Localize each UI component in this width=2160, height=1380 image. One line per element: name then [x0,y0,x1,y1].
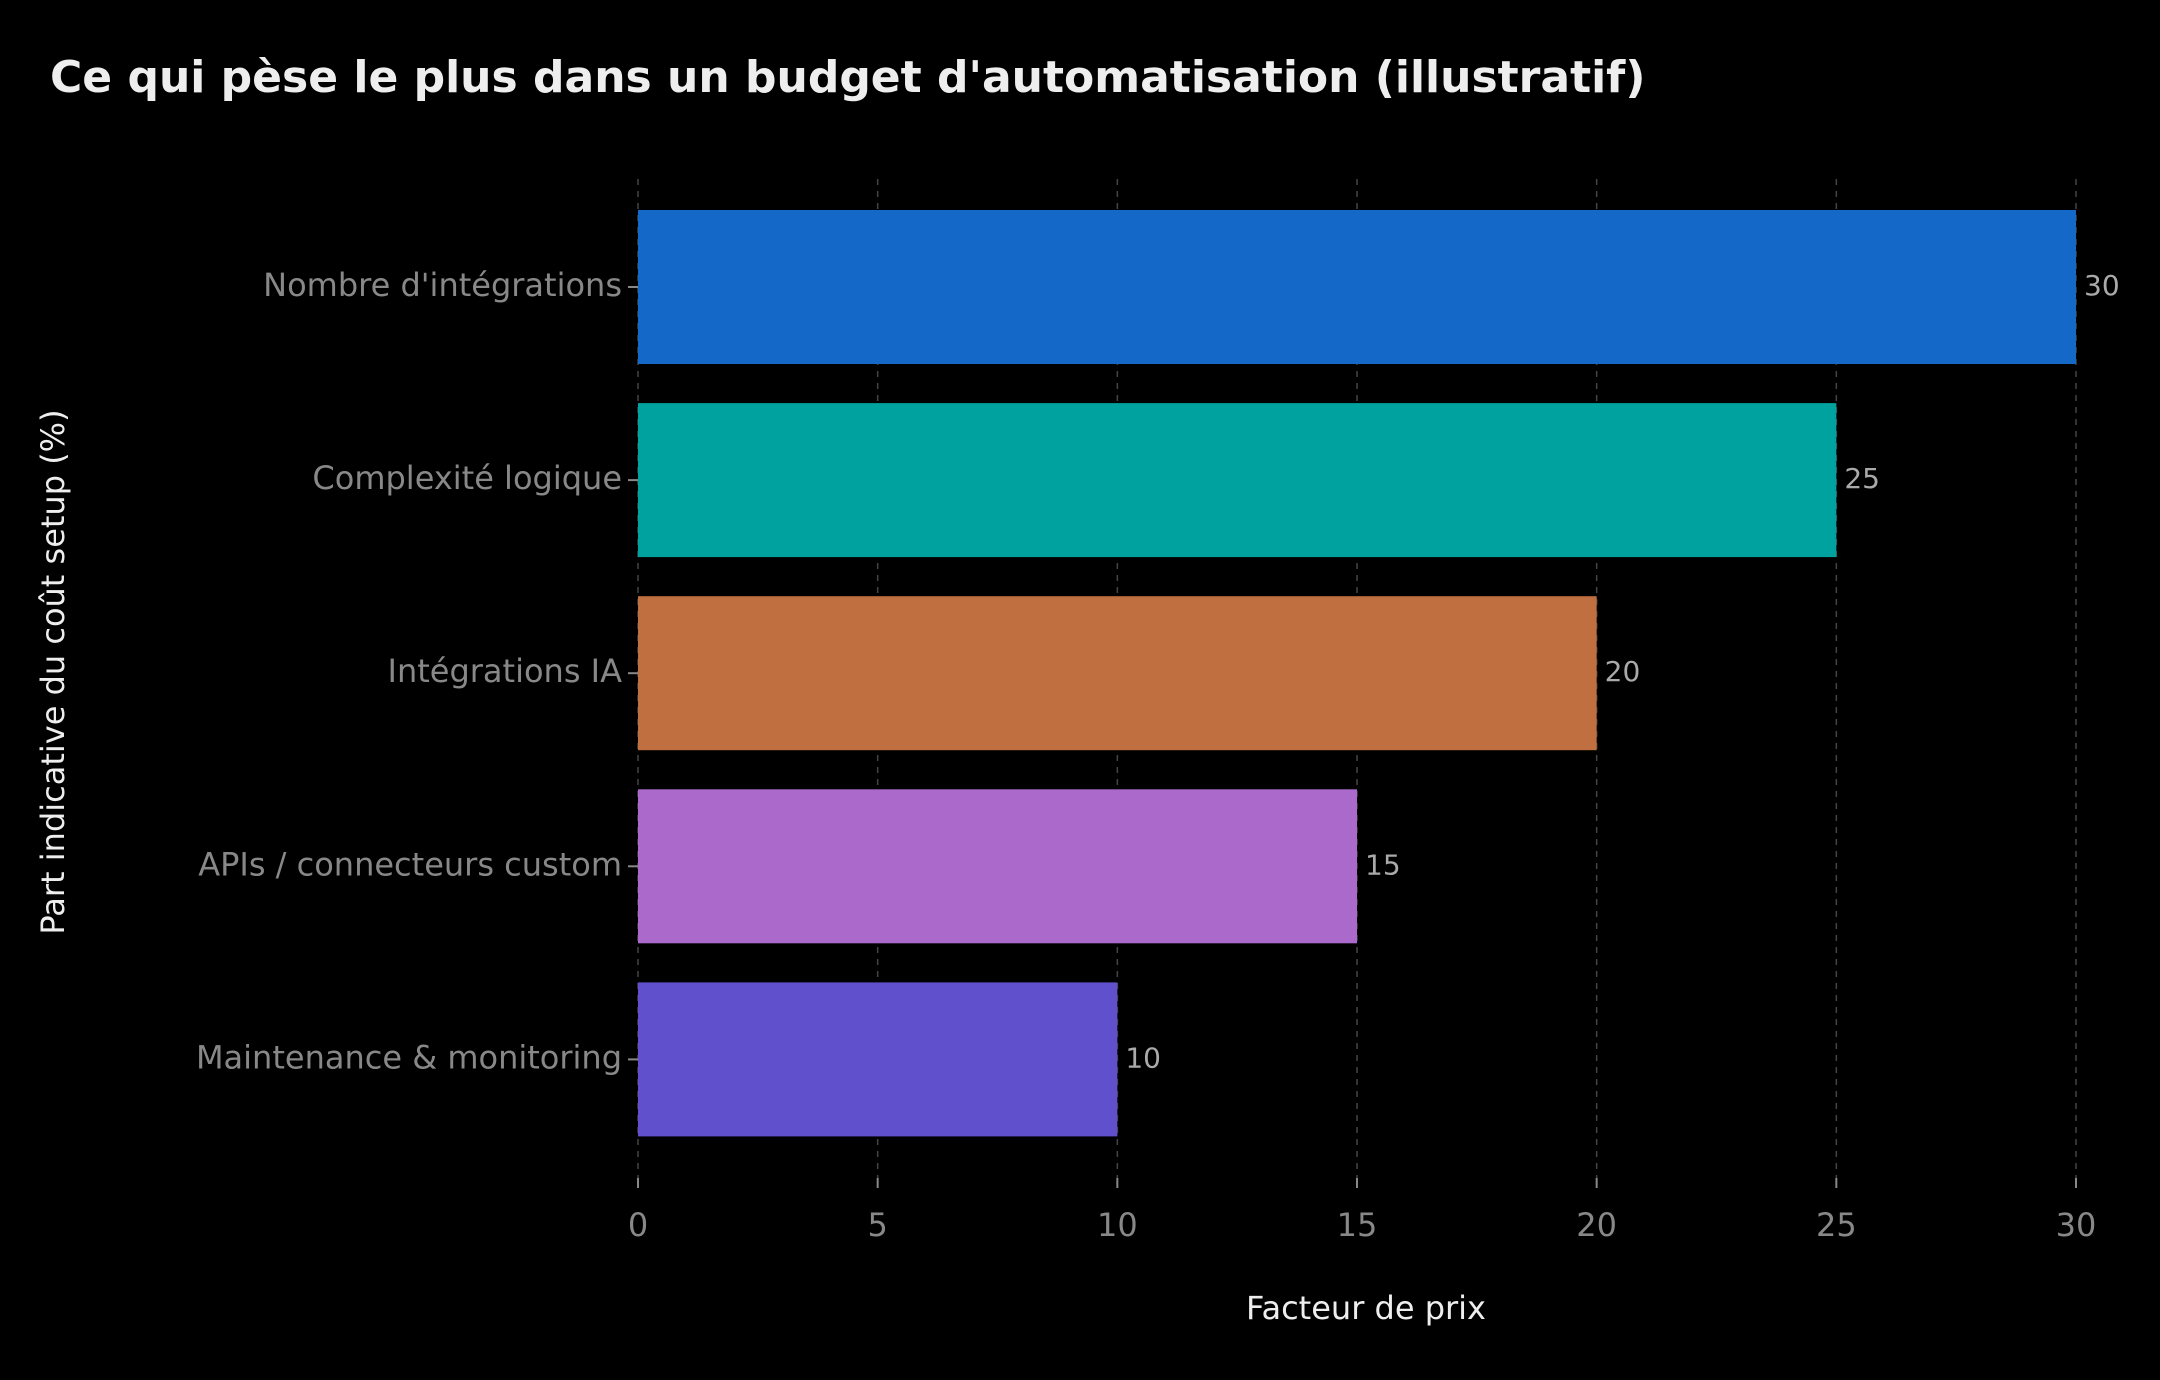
value-label: 20 [1605,655,1641,688]
y-tick-label: APIs / connecteurs custom [198,845,622,883]
x-tick-label: 15 [1337,1206,1378,1244]
chart-title: Ce qui pèse le plus dans un budget d'aut… [50,52,1645,103]
bar [638,789,1357,944]
bar [638,210,2076,364]
value-label: 10 [1125,1041,1161,1074]
y-tick-label: Maintenance & monitoring [196,1038,622,1076]
x-tick-label: 0 [628,1206,648,1244]
x-tick-label: 20 [1576,1206,1617,1244]
y-tick-label: Nombre d'intégrations [263,266,622,304]
value-label: 15 [1365,848,1401,881]
bar [638,982,1118,1137]
x-tick-label: 5 [867,1206,887,1244]
y-tick-label: Intégrations IA [388,652,623,690]
value-label: 30 [2084,269,2120,302]
x-tick-label: 10 [1097,1206,1138,1244]
x-axis-label: Facteur de prix [1246,1289,1486,1327]
bar [638,403,1837,558]
value-label: 25 [1844,462,1880,495]
y-axis-label: Part indicative du coût setup (%) [34,409,72,934]
bar [638,596,1597,751]
y-tick-label: Complexité logique [312,459,622,497]
x-tick-label: 30 [2056,1206,2097,1244]
x-tick-label: 25 [1816,1206,1857,1244]
